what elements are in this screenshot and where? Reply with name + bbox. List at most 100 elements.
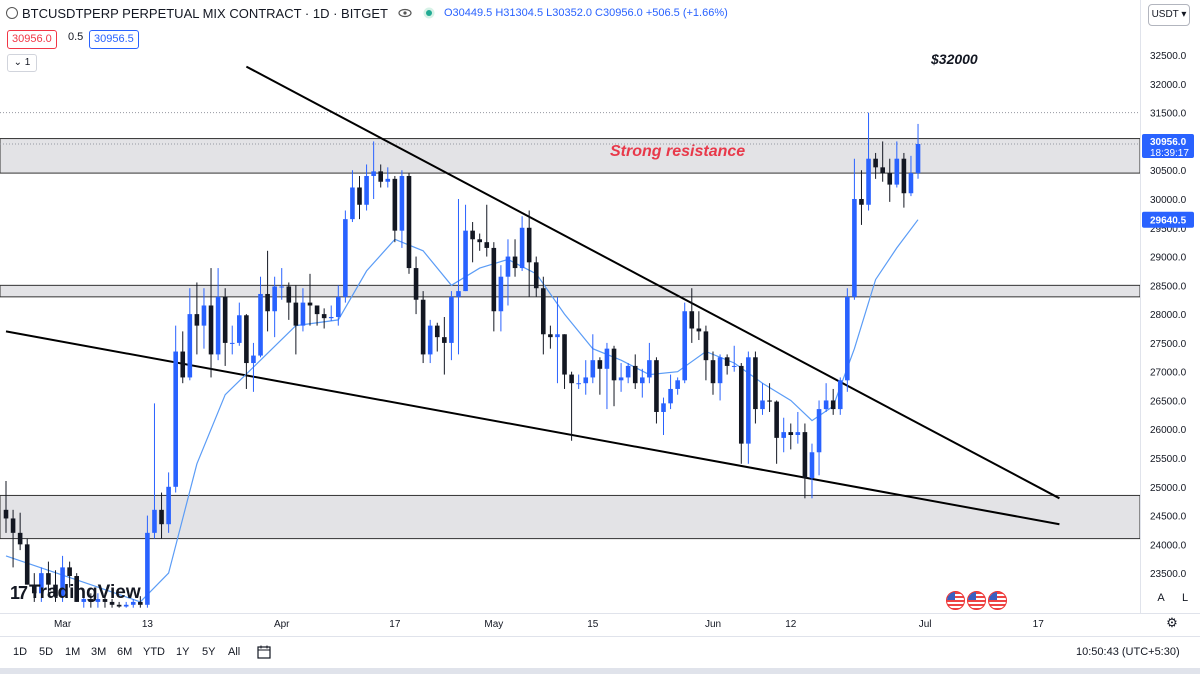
candle-body <box>689 311 695 329</box>
candle-body <box>350 187 355 220</box>
candle-body <box>371 171 376 176</box>
time-tick-label: 17 <box>389 619 401 630</box>
candle-body <box>555 334 560 338</box>
candle-body <box>640 377 645 384</box>
candle-body <box>781 432 786 438</box>
time-tick-label: 17 <box>1033 619 1045 630</box>
price-tick-label: 30500.0 <box>1150 166 1187 177</box>
candle-body <box>809 452 815 479</box>
auto-scale-button[interactable]: A <box>1157 592 1165 604</box>
candle-body <box>215 296 221 355</box>
date-range-icon[interactable] <box>256 644 272 663</box>
timeframe-button-3m[interactable]: 3M <box>91 646 107 658</box>
candle-body <box>130 601 136 605</box>
ma-value-label: 29640.5 <box>1150 216 1187 227</box>
candle-body <box>208 305 214 355</box>
candle-body <box>321 314 327 319</box>
time-tick-label: Jul <box>919 619 932 630</box>
price-tick-label: 32500.0 <box>1150 51 1187 62</box>
candle-body <box>222 296 228 343</box>
timeframe-button-1d[interactable]: 1D <box>13 646 28 658</box>
timeframe-button-all[interactable]: All <box>228 646 241 658</box>
us-flag-icon[interactable] <box>946 591 965 610</box>
candle-body <box>562 334 567 375</box>
time-tick-label: May <box>484 619 503 630</box>
candle-body <box>300 302 306 326</box>
timeframe-button-1y[interactable]: 1Y <box>176 646 190 658</box>
gear-icon[interactable]: ⚙ <box>1166 615 1178 630</box>
candle-body <box>845 296 850 381</box>
candle-body <box>901 158 907 194</box>
candle-body <box>449 296 454 343</box>
candle-body <box>60 567 65 597</box>
candle-body <box>548 334 553 338</box>
candle-body <box>314 305 320 315</box>
eye-icon[interactable] <box>398 6 412 20</box>
timeframe-button-5d[interactable]: 5D <box>39 646 54 658</box>
candle-body <box>343 219 348 297</box>
candle-body <box>399 175 405 231</box>
timeframe-button-6m[interactable]: 6M <box>117 646 133 658</box>
candle-body <box>152 509 157 533</box>
candle-body <box>788 432 794 435</box>
candle-body <box>717 357 723 384</box>
candle-body <box>597 360 603 369</box>
candle-body <box>357 187 362 205</box>
candle-body <box>265 293 270 312</box>
chart-header: BTCUSDTPERP PERPETUAL MIX CONTRACT · 1D … <box>0 0 728 26</box>
candle-body <box>3 509 9 519</box>
candle-body <box>24 544 30 585</box>
candle-body <box>767 400 772 402</box>
chevron-down-icon: ⌄ <box>13 57 23 68</box>
candle-body <box>498 276 504 312</box>
candle-body <box>710 360 716 384</box>
price-tick-label: 25000.0 <box>1150 483 1187 494</box>
candle-body <box>109 601 115 605</box>
candle-body <box>760 400 765 410</box>
candle-body <box>866 158 871 205</box>
candle-body <box>328 316 334 319</box>
symbol-title[interactable]: BTCUSDTPERP PERPETUAL MIX CONTRACT · 1D … <box>22 5 388 21</box>
price-tick-label: 25500.0 <box>1150 454 1187 465</box>
candle-body <box>915 143 921 174</box>
timeframe-button-1m[interactable]: 1M <box>65 646 81 658</box>
price-tick-label: 26000.0 <box>1150 425 1187 436</box>
indicators-toggle-button[interactable]: ⌄ 1 <box>7 54 37 72</box>
candle-body <box>738 365 744 444</box>
time-tick-label: Apr <box>274 619 290 630</box>
us-flag-icon[interactable] <box>988 591 1007 610</box>
log-scale-button[interactable]: L <box>1181 592 1189 604</box>
timeframe-button-5y[interactable]: 5Y <box>202 646 216 658</box>
candle-body <box>194 314 200 326</box>
timeframe-button-ytd[interactable]: YTD <box>143 646 165 658</box>
candle-body <box>647 360 652 378</box>
currency-selector[interactable]: USDT ▾ <box>1148 4 1190 26</box>
price-tick-label: 23500.0 <box>1150 569 1187 580</box>
currency-label: USDT <box>1151 9 1179 20</box>
moving-average-line <box>5 219 919 603</box>
target-annotation: $32000 <box>931 51 978 67</box>
candle-body <box>830 400 836 410</box>
time-tick-label: 13 <box>142 619 154 630</box>
tradingview-mark-icon: 17 <box>10 582 28 603</box>
candle-body <box>293 302 299 326</box>
tradingview-logo: 17 TradingView <box>10 582 141 604</box>
economic-events[interactable] <box>946 591 1009 610</box>
trendline[interactable] <box>245 65 1060 500</box>
candle-body <box>668 388 673 404</box>
candle-body <box>364 175 369 205</box>
sell-price-button[interactable]: 30956.0 <box>7 30 57 49</box>
candle-body <box>385 178 391 182</box>
indicator-count: 1 <box>24 57 31 68</box>
brand-name: TradingView <box>29 582 141 603</box>
candle-body <box>590 360 596 378</box>
price-tick-label: 29500.0 <box>1150 224 1187 235</box>
candle-body <box>837 380 843 410</box>
clock[interactable]: 10:50:43 (UTC+5:30) <box>1076 646 1180 658</box>
us-flag-icon[interactable] <box>967 591 986 610</box>
candle-body <box>74 576 79 602</box>
buy-price-button[interactable]: 30956.5 <box>89 30 139 49</box>
candle-body <box>434 325 440 338</box>
candle-body <box>10 518 16 533</box>
